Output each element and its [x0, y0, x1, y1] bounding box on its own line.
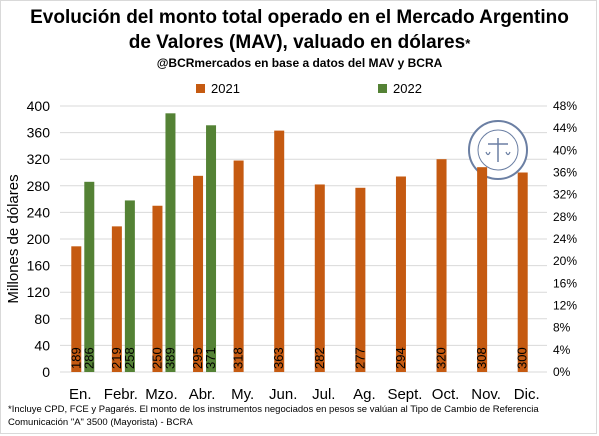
data-label: 294: [393, 347, 408, 369]
y2-tick-label: 44%: [553, 121, 577, 135]
data-label: 320: [434, 347, 449, 369]
y2-tick-label: 36%: [553, 166, 577, 180]
y2-tick-label: 48%: [553, 99, 577, 113]
chart-subtitle: @BCRmercados en base a datos del MAV y B…: [156, 56, 443, 70]
y-axis-label: Millones de dólares: [5, 174, 22, 303]
bar-2022-3: [206, 125, 217, 372]
x-tick-label: Ag.: [353, 386, 376, 403]
y-tick-label: 0: [42, 364, 50, 380]
y2-tick-label: 40%: [553, 143, 577, 157]
bar-2021-7: [355, 187, 366, 372]
data-label: 318: [231, 347, 246, 369]
y-tick-label: 120: [27, 284, 51, 300]
y2-tick-label: 12%: [553, 299, 577, 313]
bar-2022-2: [165, 113, 176, 372]
bar-2021-0: [71, 246, 82, 372]
data-label: 363: [271, 347, 286, 369]
data-label: 250: [149, 347, 164, 369]
y-tick-label: 320: [27, 151, 51, 167]
x-tick-label: Abr.: [189, 386, 216, 403]
y-tick-label: 160: [27, 258, 51, 274]
chart-title-line2: de Valores (MAV), valuado en dólares*: [128, 32, 471, 53]
y-tick-label: 280: [27, 178, 51, 194]
bar-2021-3: [193, 175, 204, 372]
data-label: 189: [68, 347, 83, 369]
seal-scale-pans: [485, 151, 511, 156]
y2-tick-label: 28%: [553, 210, 577, 224]
data-label: 282: [312, 347, 327, 369]
legend-label-2022: 2022: [393, 81, 422, 96]
y2-tick-label: 8%: [553, 321, 571, 335]
chart-footnote: *Incluye CPD, FCE y Pagarés. El monto de…: [8, 403, 593, 429]
y2-tick-label: 16%: [553, 276, 577, 290]
data-label: 219: [109, 347, 124, 369]
data-label: 277: [352, 347, 367, 369]
y-tick-label: 400: [27, 98, 51, 114]
x-tick-label: My.: [231, 386, 254, 403]
data-label: 389: [162, 347, 177, 369]
legend-swatch-2022: [378, 84, 387, 93]
bar-2021-2: [152, 205, 163, 372]
y-tick-label: 360: [27, 125, 51, 141]
bar-2021-11: [517, 172, 528, 372]
y-tick-label: 200: [27, 231, 51, 247]
data-label: 300: [515, 347, 530, 369]
y2-tick-label: 32%: [553, 188, 577, 202]
seal-inner-ring: [477, 129, 519, 171]
bar-2021-8: [395, 176, 406, 372]
data-label: 371: [203, 347, 218, 369]
x-tick-label: En.: [69, 386, 92, 403]
y2-tick-label: 4%: [553, 343, 571, 357]
x-tick-label: Jul.: [312, 386, 335, 403]
y2-tick-label: 20%: [553, 254, 577, 268]
legend-swatch-2021: [196, 84, 205, 93]
x-tick-label: Dic.: [514, 386, 540, 403]
y2-tick-label: 0%: [553, 365, 571, 379]
x-tick-label: Nov.: [471, 386, 501, 403]
bar-2021-6: [314, 184, 325, 372]
bar-2022-0: [84, 181, 95, 372]
bar-2021-5: [274, 130, 285, 372]
bar-2021-1: [111, 226, 122, 372]
data-label: 308: [474, 347, 489, 369]
data-label: 286: [81, 347, 96, 369]
x-tick-label: Sept.: [387, 386, 422, 403]
footnote-line2: Comunicación "A" 3500 (Mayorista) - BCRA: [8, 417, 193, 428]
x-tick-label: Febr.: [104, 386, 138, 403]
chart-title-line1: Evolución del monto total operado en el …: [30, 7, 569, 28]
x-tick-label: Oct.: [432, 386, 460, 403]
y2-tick-label: 24%: [553, 232, 577, 246]
data-label: 258: [122, 347, 137, 369]
bar-2021-9: [436, 159, 447, 372]
bar-2022-1: [124, 200, 135, 372]
title-asterisk: *: [465, 36, 471, 51]
bar-2021-10: [477, 167, 488, 372]
y-tick-label: 240: [27, 204, 51, 220]
x-tick-label: Mzo.: [145, 386, 178, 403]
legend-label-2021: 2021: [211, 81, 240, 96]
y-tick-label: 80: [34, 311, 50, 327]
x-tick-label: Jun.: [269, 386, 297, 403]
footnote-line1: *Incluye CPD, FCE y Pagarés. El monto de…: [8, 404, 539, 415]
data-label: 295: [190, 347, 205, 369]
bar-2021-4: [233, 160, 244, 372]
y-tick-label: 40: [34, 337, 50, 353]
